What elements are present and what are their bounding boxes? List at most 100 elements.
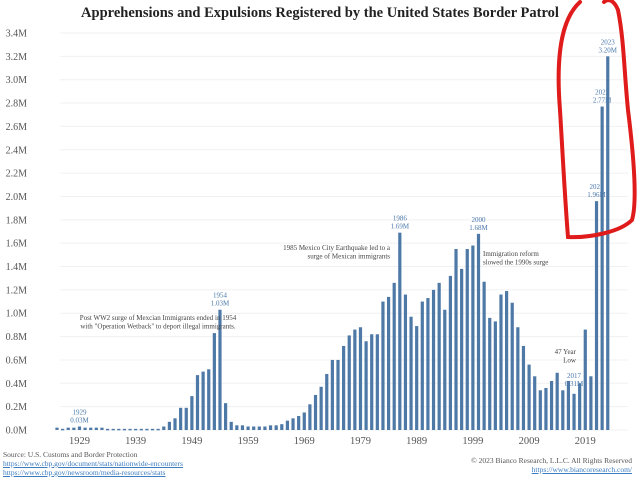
bar-1939 <box>134 428 138 431</box>
x-tick-label: 1999 <box>462 436 483 447</box>
bar-1974 <box>330 359 334 430</box>
bar-1938 <box>128 428 132 431</box>
bar-1972 <box>319 386 323 430</box>
bar-1971 <box>313 394 318 430</box>
bar-2022 <box>600 106 604 430</box>
bar-1949 <box>190 396 194 430</box>
bar-1985 <box>392 282 396 430</box>
bar-1925 <box>55 427 59 430</box>
y-tick-label: 1.4M <box>6 262 28 273</box>
bar-2009 <box>527 364 531 430</box>
footer-source: Source: U.S. Customs and Border Protecti… <box>3 450 183 477</box>
bar-1960 <box>252 426 256 430</box>
data-label-value: 0.31M <box>565 380 584 388</box>
bar-1944 <box>162 426 166 430</box>
footer-copyright: © 2023 Bianco Research, L.L.C. All Right… <box>471 456 632 474</box>
annotation-reform: Immigration reform <box>483 250 539 258</box>
bar-2012 <box>544 387 548 430</box>
annotation-reform: slowed the 1990s surge <box>483 259 548 267</box>
annotation-low: 47 Year <box>555 348 577 356</box>
bar-1997 <box>460 268 464 430</box>
bar-2013 <box>549 380 554 430</box>
data-label-value: 0.03M <box>70 416 89 424</box>
bar-2016 <box>566 380 571 430</box>
bar-2018 <box>578 383 582 430</box>
bar-1987 <box>403 294 408 430</box>
bar-1937 <box>122 428 127 431</box>
annotation-low: Low <box>563 357 577 365</box>
bar-1978 <box>353 329 357 430</box>
bar-1984 <box>386 296 391 430</box>
bar-1940 <box>139 428 143 431</box>
bar-1964 <box>274 425 278 430</box>
bar-1991 <box>426 298 430 430</box>
x-tick-label: 1949 <box>181 436 202 447</box>
source-link-media-resources[interactable]: https://www.cbp.gov/newsroom/media-resou… <box>3 468 166 477</box>
bar-chart: 0.0M 0.2M 0.4M 0.6M 0.8M 1.0M 1.2M 1.4M 1.6M 1.8M… <box>6 29 628 447</box>
bar-1931 <box>89 427 93 430</box>
bar-1969 <box>302 412 306 430</box>
y-tick-label: 0.0M <box>6 426 28 437</box>
bar-2017 <box>572 393 576 430</box>
data-label-year: 2000 <box>472 216 487 224</box>
x-tick-label: 1969 <box>294 436 315 447</box>
bar-2005 <box>505 291 509 430</box>
bar-1942 <box>150 428 155 431</box>
bar-2007 <box>516 327 520 430</box>
bar-2000 <box>476 233 481 430</box>
bars <box>55 56 610 431</box>
y-tick-label: 1.6M <box>6 239 28 250</box>
y-tick-label: 0.8M <box>6 332 28 343</box>
y-tick-label: 0.6M <box>6 355 28 366</box>
bar-2020 <box>589 376 593 430</box>
data-label-year: 2023 <box>601 38 616 46</box>
bar-1941 <box>145 428 149 431</box>
bar-1986 <box>398 232 402 430</box>
x-axis-ticks: 1929 1939 1949 1959 1969 1979 1989 1999 2009 2019 <box>69 436 596 447</box>
bar-1999 <box>471 245 475 430</box>
x-tick-label: 1989 <box>406 436 427 447</box>
data-label-year: 1929 <box>72 408 87 416</box>
bar-1981 <box>370 334 374 430</box>
bianco-website-link[interactable]: https://www.biancoresearch.com/ <box>531 465 632 474</box>
bar-2008 <box>521 345 526 430</box>
bar-2006 <box>510 302 514 430</box>
x-tick-label: 2009 <box>519 436 540 447</box>
bar-2001 <box>482 281 486 430</box>
y-tick-label: 3.4M <box>6 29 28 40</box>
bar-1992 <box>431 289 436 430</box>
data-label-value: 1.96M <box>587 191 606 199</box>
bar-1932 <box>94 427 98 430</box>
bar-1995 <box>448 275 452 430</box>
x-tick-label: 2019 <box>575 436 596 447</box>
bar-1934 <box>105 428 110 431</box>
data-label-value: 1.68M <box>469 224 488 232</box>
bar-1953 <box>212 333 216 430</box>
bar-2011 <box>538 390 542 430</box>
bar-1930 <box>83 427 87 430</box>
bar-1961 <box>257 426 261 430</box>
bar-1946 <box>173 418 177 430</box>
bar-1948 <box>184 407 188 430</box>
bar-1975 <box>336 359 340 430</box>
red-highlight-circle <box>556 0 637 240</box>
bar-1998 <box>465 249 469 430</box>
source-label: Source: U.S. Customs and Border Protecti… <box>3 450 138 459</box>
bar-1967 <box>291 418 295 430</box>
annotation-wetback: Post WW2 surge of Mexcian Immigrants end… <box>80 314 237 322</box>
bar-2014 <box>555 372 559 430</box>
x-tick-label: 1929 <box>69 436 90 447</box>
y-tick-label: 1.8M <box>6 215 28 226</box>
bar-2003 <box>493 321 497 430</box>
data-label-value: 1.69M <box>391 223 410 231</box>
bar-2023 <box>606 56 610 431</box>
bar-1996 <box>454 249 458 430</box>
bar-1943 <box>156 428 160 431</box>
bar-1989 <box>415 326 419 430</box>
bar-1977 <box>347 335 351 430</box>
source-link-nationwide-encounters[interactable]: https://www.cbp.gov/document/stats/natio… <box>3 459 183 468</box>
copyright-text: © 2023 Bianco Research, L.L.C. All Right… <box>471 456 632 465</box>
bar-1968 <box>297 415 301 430</box>
bar-1927 <box>66 427 70 430</box>
annotation-earthquake: 1985 Mexico City Earthquake led to a <box>283 244 391 252</box>
